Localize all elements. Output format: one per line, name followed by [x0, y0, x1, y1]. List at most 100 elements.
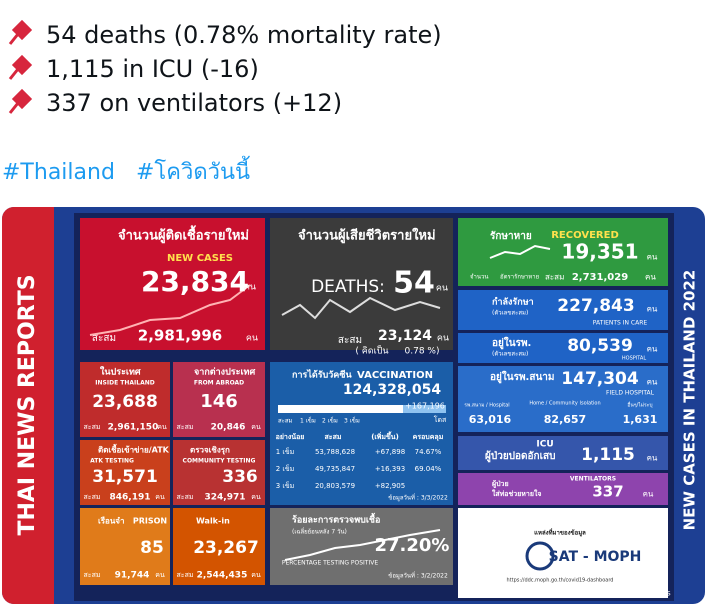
legend: 1 เข็ม: [300, 416, 316, 425]
label: Home / Community Isolation: [529, 401, 600, 407]
label: สะสม: [84, 571, 101, 579]
unit: คน: [643, 490, 654, 499]
label: จากต่างประเทศ: [194, 367, 255, 378]
label: รักษาหาย: [490, 230, 532, 242]
unit: คน: [647, 345, 658, 354]
value: 2,544,435: [197, 571, 248, 581]
tweet-line: 1,115 in ICU (-16): [46, 55, 259, 83]
unit: คน: [647, 253, 658, 262]
tweet-line: 54 deaths (0.78% mortality rate): [46, 21, 442, 49]
value: 23,124: [378, 328, 432, 344]
value: 147,304: [561, 369, 639, 389]
value: 63,016: [469, 413, 512, 426]
label: SAT - MOPH: [549, 549, 642, 565]
label: (เฉลี่ยย้อนหลัง 7 วัน): [292, 528, 347, 536]
table-cell: +16,393: [375, 465, 405, 473]
panel: [80, 362, 170, 437]
label: FROM ABROAD: [194, 380, 244, 387]
label: การได้รับวัคซีน: [292, 369, 352, 381]
label: HOSPITAL: [622, 356, 646, 362]
panel: [173, 440, 265, 505]
label: https://ddc.moph.go.th/covid19-dashboard: [507, 578, 614, 584]
label: สะสม: [545, 273, 564, 282]
left-banner: [2, 207, 54, 604]
label: ICU: [536, 440, 553, 450]
value: 1,115: [581, 445, 635, 465]
table-cell: +82,905: [375, 482, 405, 490]
value: 23,688: [92, 392, 158, 412]
label: INSIDE THAILAND: [95, 380, 154, 387]
hashtag[interactable]: #Thailand: [2, 160, 115, 185]
unit: คน: [647, 305, 658, 314]
value: 23,267: [193, 538, 259, 558]
label: COMMUNITY TESTING: [183, 458, 256, 465]
label: DEATHS:: [311, 277, 385, 297]
label: อยู่ในรพ.: [492, 336, 531, 350]
unit: คน: [251, 571, 261, 579]
label: เรือนจำ: [98, 516, 124, 526]
label: แหล่งที่มาของข้อมูล: [534, 528, 586, 538]
label: PATIENTS IN CARE: [593, 320, 648, 327]
panel: [458, 366, 668, 432]
table-header: สะสม: [325, 433, 342, 441]
table-cell: 74.67%: [415, 448, 442, 456]
label: ATK TESTING: [90, 458, 134, 465]
label: PERCENTAGE TESTING POSITIVE: [282, 560, 378, 567]
label: สะสม: [84, 423, 101, 431]
value: 846,191: [110, 493, 151, 503]
label: ติดเชื้อเข้าข่าย/ATK: [98, 444, 170, 455]
value: 2,961,150: [108, 423, 159, 433]
logo: [525, 541, 555, 571]
label: อยู่ในรพ.สนาม: [490, 370, 555, 384]
label: ( คิดเป็น: [355, 344, 388, 357]
hashtag[interactable]: #โควิดวันนี้: [136, 156, 250, 185]
label: ในประเทศ: [100, 366, 141, 378]
label: Walk-in: [196, 517, 230, 526]
unit: คน: [437, 334, 449, 344]
value: 85: [140, 538, 164, 558]
label: สะสม: [84, 493, 101, 501]
label: ใส่ท่อช่วยหายใจ: [492, 489, 541, 498]
label: NEW CASES: [167, 253, 233, 264]
label: ร้อยละการตรวจพบเชื้อ: [292, 513, 380, 526]
label: สะสม: [177, 571, 194, 579]
label: ตรวจเชิงรุก: [190, 446, 230, 456]
label: ข้อมูลวันที่ : 3/3/2022: [388, 494, 448, 502]
value: 20,846: [211, 423, 246, 433]
value: 2,731,029: [572, 272, 628, 283]
label: 0.78 %): [405, 347, 440, 357]
panel: [458, 290, 668, 330]
infographic: [2, 207, 705, 604]
value: 324,971: [205, 493, 246, 503]
value: 2,981,996: [138, 327, 222, 345]
value: 91,744: [115, 571, 150, 581]
unit: คน: [246, 334, 258, 344]
legend: อัตรารักษาหาย: [500, 274, 539, 281]
label: PRISON: [133, 517, 167, 526]
legend: สะสม: [278, 418, 293, 425]
label: ผู้ป่วยปอดอักเสบ: [485, 450, 555, 463]
panel: [80, 218, 265, 350]
unit: คน: [645, 273, 656, 282]
panel: [270, 362, 453, 505]
label: จำนวนผู้ติดเชื้อรายใหม่: [118, 225, 249, 244]
panel: [80, 508, 170, 585]
value: 227,843: [557, 296, 634, 316]
unit: คน: [244, 283, 256, 293]
panel: [270, 508, 453, 585]
table-cell: 3 เข็ม: [276, 481, 294, 490]
label: (ตัวเลขสะสม): [492, 351, 528, 358]
table-cell: +67,898: [375, 448, 405, 456]
side-banner: NEW CASES IN THAILAND 2022: [681, 270, 699, 531]
table-header: ครอบคลุม: [413, 433, 444, 441]
side-banner: THAI NEWS REPORTS: [15, 274, 40, 535]
unit: คน: [647, 378, 658, 387]
label: จำนวนผู้เสียชีวิตรายใหม่: [298, 227, 436, 244]
value: 31,571: [92, 467, 158, 487]
table-cell: 49,735,847: [315, 465, 355, 473]
label: VACCINATION: [357, 370, 433, 381]
legend: จำนวน: [470, 274, 488, 281]
value: +167,196: [405, 402, 445, 411]
label: RECOVERED: [551, 230, 619, 241]
